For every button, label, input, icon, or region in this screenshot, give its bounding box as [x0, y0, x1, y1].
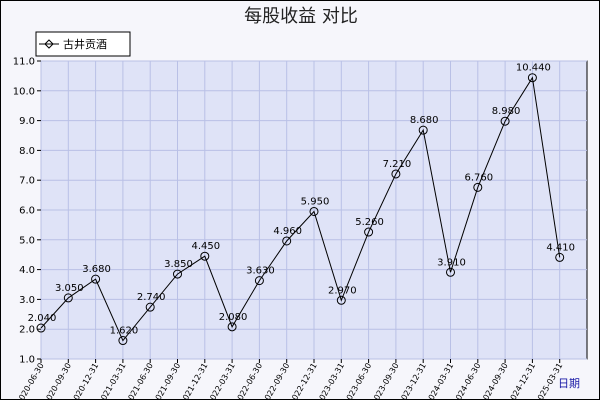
- data-point: [309, 206, 319, 216]
- x-tick-label: 2021-06-30: [124, 362, 155, 400]
- x-tick-label: 2021-09-30: [151, 362, 182, 400]
- data-label: 3.630: [246, 266, 275, 277]
- x-tick-label: 2022-12-31: [288, 362, 319, 400]
- x-tick-label: 2023-03-31: [315, 362, 346, 400]
- x-tick-label: 2024-06-30: [451, 362, 482, 400]
- data-points: [36, 73, 565, 346]
- y-tick-label: 10.0: [13, 86, 35, 97]
- data-label: 3.050: [55, 283, 84, 294]
- y-tick-label: 8.0: [19, 146, 35, 157]
- data-point: [91, 274, 101, 284]
- x-tick-label: 2020-12-31: [69, 362, 100, 400]
- x-tick-label: 2024-03-31: [424, 362, 455, 400]
- data-point: [254, 276, 264, 286]
- series-polyline: [40, 76, 561, 342]
- data-label: 4.450: [191, 241, 220, 252]
- data-point: [336, 295, 346, 305]
- data-point: [200, 251, 210, 261]
- x-tick-label: 2021-03-31: [97, 362, 128, 400]
- y-tick-label: 11.0: [13, 57, 35, 68]
- data-label: 2.040: [28, 313, 57, 324]
- data-point: [364, 227, 374, 237]
- y-tick-label: 5.0: [19, 235, 35, 246]
- y-tick-label: 6.0: [19, 206, 35, 217]
- y-tick-label: 9.0: [19, 116, 35, 127]
- x-tick-label: 2024-09-30: [479, 361, 510, 399]
- data-labels: 2.040 3.050 3.680 1.620 2.740 3.850 4.450 2.080…: [28, 63, 575, 337]
- data-point: [555, 252, 565, 262]
- x-tick-label: 2021-12-31: [178, 362, 209, 400]
- data-label: 8.680: [410, 115, 439, 126]
- data-point: [118, 336, 128, 346]
- data-label: 8.980: [492, 106, 521, 117]
- x-tick-label: 2023-06-30: [342, 362, 373, 400]
- x-tick-label: 2022-09-30: [260, 362, 291, 400]
- x-tick-label: 2023-09-30: [370, 362, 401, 400]
- data-label: 3.850: [164, 259, 193, 270]
- data-label: 10.440: [516, 63, 551, 74]
- data-label: 3.680: [82, 264, 111, 275]
- data-label: 4.410: [546, 242, 575, 253]
- legend-box: [35, 31, 131, 57]
- data-label: 5.950: [301, 196, 330, 207]
- data-point: [227, 322, 237, 332]
- legend-marker-diamond-icon: [44, 39, 54, 49]
- data-point: [282, 236, 292, 246]
- data-point: [473, 182, 483, 192]
- data-label: 5.260: [355, 217, 384, 228]
- y-tick-label: 2.0: [19, 325, 35, 336]
- data-label: 2.740: [137, 292, 166, 303]
- y-tick-label: 3.0: [19, 295, 35, 306]
- data-point: [446, 267, 455, 277]
- data-label: 1.620: [110, 326, 139, 337]
- y-axis: 1.0 2.0 3.0 4.0 5.0 6.0 7.0 8.0 9.0 10.0 11.0: [13, 57, 41, 366]
- data-point: [36, 323, 46, 333]
- x-tick-label: 2022-03-31: [206, 362, 237, 400]
- legend: 古井贡酒: [35, 31, 131, 57]
- data-label: 2.970: [328, 285, 357, 296]
- x-tick-label: 2020-09-30: [42, 362, 73, 400]
- data-point: [391, 169, 401, 179]
- chart-title: 每股收益 对比: [244, 6, 358, 27]
- x-tick-label: 2020-06-30: [15, 362, 46, 400]
- x-axis-label: 日期: [558, 377, 580, 390]
- data-point: [418, 125, 428, 135]
- legend-entry-label: 古井贡酒: [63, 37, 107, 51]
- y-tick-label: 1.0: [19, 355, 35, 366]
- x-tick-label: 2024-12-31: [506, 362, 537, 400]
- data-point: [63, 293, 73, 303]
- grid-lines: [40, 60, 587, 360]
- y-tick-label: 4.0: [19, 265, 35, 276]
- x-axis: 2020-06-302020-09-302020-12-312021-03-31…: [15, 359, 564, 400]
- data-label: 3.910: [437, 257, 466, 268]
- data-label: 6.760: [464, 172, 493, 183]
- x-tick-label: 2023-12-31: [397, 362, 428, 400]
- data-label: 7.210: [383, 159, 412, 170]
- data-label: 2.080: [219, 312, 248, 323]
- data-point: [500, 116, 510, 126]
- y-tick-label: 7.0: [19, 176, 35, 187]
- x-tick-label: 2022-06-30: [233, 362, 264, 400]
- series-line: [40, 76, 561, 342]
- data-label: 4.960: [273, 226, 302, 237]
- data-point: [145, 302, 155, 312]
- data-point: [527, 73, 537, 83]
- data-point: [173, 269, 182, 279]
